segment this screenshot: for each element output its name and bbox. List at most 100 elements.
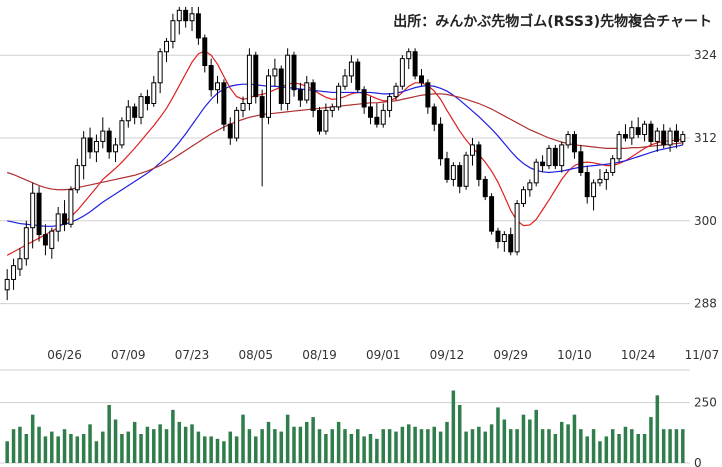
volume-bar — [24, 434, 29, 463]
candle-body — [42, 234, 48, 246]
volume-bar — [661, 429, 666, 463]
volume-bar — [247, 429, 252, 463]
candle-body — [368, 106, 373, 118]
candle-body — [170, 20, 176, 42]
volume-bar — [285, 414, 290, 463]
candle — [508, 227, 514, 256]
volume-bar — [171, 409, 175, 463]
candle — [323, 103, 329, 135]
volume-bar — [11, 429, 16, 463]
candle-body — [144, 96, 150, 104]
candle-body — [195, 13, 201, 39]
candle — [93, 134, 99, 163]
candle — [342, 69, 348, 90]
candle — [393, 82, 399, 101]
candle — [87, 127, 93, 159]
volume-bar — [209, 436, 213, 463]
candle — [348, 55, 354, 83]
volume-bar — [623, 426, 628, 463]
candle-body — [189, 13, 195, 22]
volume-bar — [349, 434, 354, 463]
candle-body — [546, 147, 552, 167]
volume-bar — [451, 390, 456, 463]
volume-bar — [75, 436, 80, 463]
volume-bar — [636, 434, 640, 463]
candle — [680, 131, 686, 145]
volume-bar — [438, 431, 443, 463]
volume-bar — [222, 441, 226, 463]
candle — [450, 162, 456, 187]
candle — [603, 169, 609, 190]
candle-body — [234, 109, 240, 139]
volume-bar — [496, 407, 500, 463]
candle — [431, 103, 437, 132]
candle-body — [565, 134, 571, 146]
candle — [234, 106, 240, 142]
candle — [317, 106, 322, 135]
candle-body — [552, 147, 558, 167]
candle-body — [246, 54, 252, 104]
volume-bar — [5, 441, 9, 463]
x-tick-label: 07/23 — [175, 348, 210, 362]
candle — [355, 58, 361, 94]
candle — [501, 231, 507, 252]
candle — [297, 82, 303, 107]
volume-bar — [120, 434, 124, 463]
candle-body — [323, 109, 329, 132]
candle-body — [387, 96, 393, 111]
candle — [42, 224, 48, 256]
volume-bar — [534, 409, 538, 463]
candle — [291, 51, 297, 97]
candle-body — [266, 75, 271, 118]
candle-body — [342, 75, 348, 87]
volume-bar — [343, 429, 347, 463]
volume-bar — [152, 429, 156, 463]
candle-body — [527, 182, 533, 191]
volume-bar — [591, 429, 596, 463]
candle-body — [176, 9, 182, 22]
price-grid — [0, 54, 690, 305]
volume-bar — [132, 421, 137, 463]
candle — [157, 48, 163, 94]
candle-body — [489, 196, 495, 232]
candle-body — [355, 61, 361, 91]
candle-body — [680, 134, 686, 142]
candle-body — [227, 123, 233, 139]
volume-bar — [126, 431, 131, 463]
candle-body — [87, 137, 93, 153]
candle — [106, 127, 112, 159]
candle — [661, 124, 667, 149]
candle — [571, 131, 577, 159]
x-tick-label: 08/19 — [302, 348, 337, 362]
candle-body — [336, 85, 342, 108]
price-tick-label: 312 — [694, 131, 717, 145]
candle-body — [36, 192, 42, 236]
candle-body — [559, 144, 565, 167]
volume-bar — [311, 417, 315, 463]
candle-body — [584, 172, 590, 198]
candle-body — [221, 82, 227, 125]
candle — [246, 48, 252, 111]
volume-bar — [37, 426, 41, 463]
candle — [476, 141, 482, 187]
candle — [540, 155, 546, 173]
volume-bar — [477, 426, 481, 463]
candle-body — [629, 127, 635, 139]
candle-body — [514, 203, 520, 253]
volume-bar — [183, 426, 188, 463]
volume-bar — [139, 434, 143, 463]
candle — [527, 179, 533, 197]
candle-body — [661, 130, 667, 146]
volume-bar — [579, 429, 583, 463]
candle — [285, 48, 291, 111]
candle — [4, 269, 10, 301]
volume-bar — [43, 436, 48, 463]
candle — [610, 155, 616, 176]
candle — [189, 6, 195, 32]
candle-body — [482, 178, 488, 198]
candle-body — [151, 82, 157, 105]
x-tick-label: 11/07 — [685, 348, 720, 362]
volume-bar — [56, 436, 60, 463]
candle-body — [329, 106, 335, 111]
